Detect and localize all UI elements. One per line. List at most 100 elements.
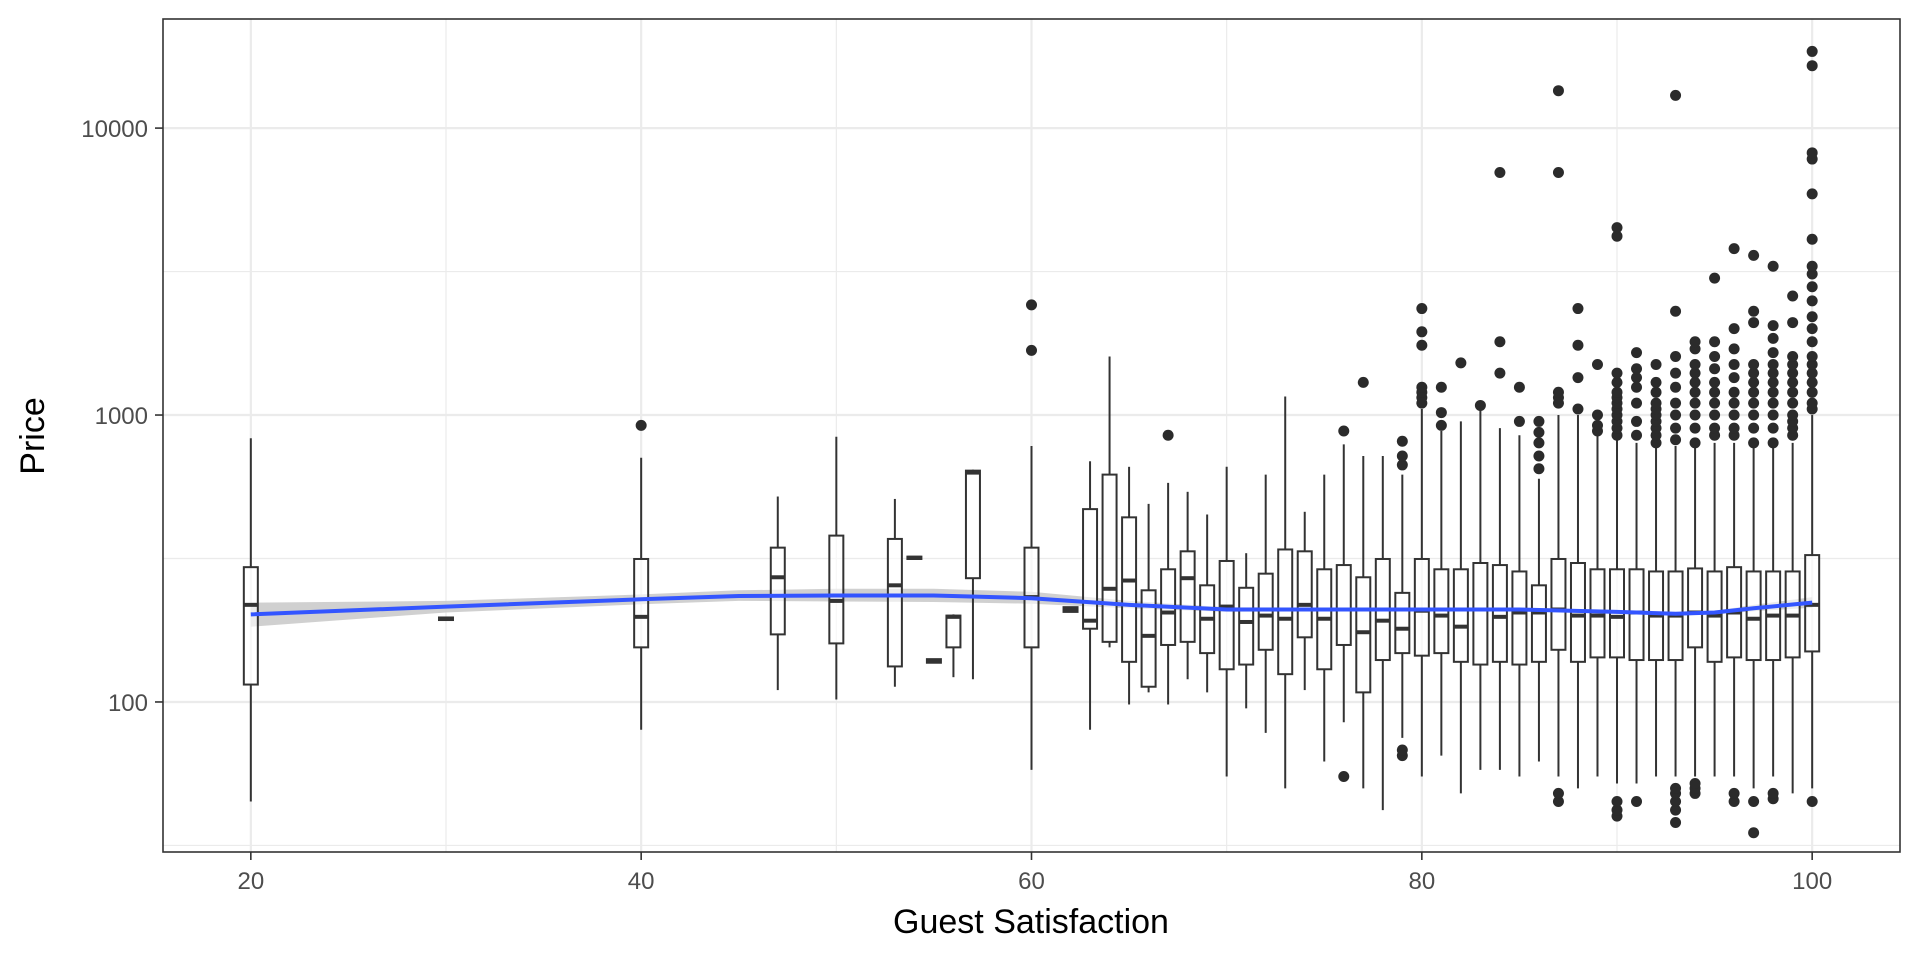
smooth-line-layer — [250, 593, 1813, 617]
outlier-point — [1709, 376, 1721, 388]
outlier-point — [1787, 409, 1799, 421]
box-iqr — [1179, 550, 1196, 643]
outlier-point — [1026, 299, 1037, 311]
box-68 — [1179, 491, 1196, 680]
outlier-point — [1591, 419, 1603, 431]
outlier-point — [1806, 350, 1818, 362]
outlier-point — [1396, 744, 1408, 756]
outlier-point — [1552, 795, 1564, 807]
outlier-point — [1806, 336, 1818, 348]
box-86 — [1530, 415, 1547, 762]
outlier-point — [1767, 347, 1779, 359]
outlier-point — [1338, 770, 1350, 782]
outlier-point — [1767, 260, 1779, 272]
box-iqr — [945, 614, 962, 649]
outlier-point — [1787, 397, 1799, 409]
outlier-point — [1748, 305, 1760, 317]
outlier-point — [1494, 336, 1506, 348]
outlier-point — [1631, 397, 1643, 409]
outlier-point — [1689, 409, 1701, 421]
box-82 — [1452, 357, 1469, 794]
box-97 — [1745, 249, 1762, 839]
outlier-point — [1748, 376, 1760, 388]
box-62 — [1062, 606, 1079, 613]
outlier-point — [1728, 397, 1740, 409]
box-69 — [1199, 514, 1216, 693]
outlier-point — [1689, 386, 1701, 398]
box-95 — [1706, 272, 1723, 777]
outlier-point — [1689, 437, 1701, 449]
outlier-point — [1728, 243, 1740, 255]
box-74 — [1296, 511, 1313, 691]
outlier-point — [1806, 268, 1818, 280]
outlier-point — [1748, 367, 1760, 379]
outlier-point — [1689, 367, 1701, 379]
outlier-point — [1650, 376, 1662, 388]
outlier-point — [1728, 343, 1740, 355]
box-67 — [1160, 429, 1177, 705]
smooth-line — [250, 593, 1813, 617]
box-iqr — [1530, 584, 1547, 663]
x-tick-label: 60 — [1018, 868, 1045, 895]
box-55 — [925, 658, 942, 664]
outlier-point — [1767, 359, 1779, 371]
box-20 — [242, 438, 259, 802]
outlier-point — [1670, 434, 1682, 446]
box-63 — [1082, 461, 1099, 730]
box-iqr — [242, 566, 259, 686]
outlier-point — [1748, 317, 1760, 329]
outlier-point — [1591, 409, 1603, 421]
outlier-point — [1709, 422, 1721, 434]
outlier-point — [1709, 363, 1721, 375]
outlier-point — [1748, 359, 1760, 371]
box-iqr — [1491, 564, 1508, 663]
outlier-point — [1338, 425, 1350, 437]
outlier-point — [1670, 367, 1682, 379]
x-tick-label: 20 — [237, 868, 264, 895]
outlier-point — [1728, 422, 1740, 434]
outlier-point — [1572, 372, 1584, 384]
outlier-point — [1162, 429, 1174, 441]
box-iqr — [769, 546, 786, 636]
outlier-point — [1767, 437, 1779, 449]
outlier-point — [1416, 339, 1428, 351]
outlier-point — [1709, 409, 1721, 421]
box-99 — [1784, 290, 1801, 794]
outlier-point — [1533, 463, 1545, 475]
box-iqr — [1687, 567, 1704, 649]
box-iqr — [633, 557, 650, 649]
outlier-point — [1806, 45, 1818, 57]
outlier-point — [1767, 367, 1779, 379]
outlier-point — [1689, 336, 1701, 348]
box-iqr — [1745, 570, 1762, 662]
axes: 20 40 60 80 100 100 1000 10000 — [81, 116, 1832, 895]
outlier-point — [1670, 804, 1682, 816]
outlier-point — [1748, 397, 1760, 409]
box-57 — [964, 469, 981, 680]
outlier-point — [1767, 376, 1779, 388]
outlier-point — [1611, 222, 1623, 234]
outlier-point — [1533, 415, 1545, 427]
outlier-point — [1767, 320, 1779, 332]
outlier-point — [1748, 827, 1760, 839]
x-tick-label: 100 — [1792, 868, 1832, 895]
outlier-point — [1631, 363, 1643, 375]
box-iqr — [1082, 508, 1099, 630]
outlier-point — [1474, 399, 1486, 411]
outlier-point — [1650, 437, 1662, 449]
outlier-point — [1611, 386, 1623, 398]
box-iqr — [1550, 557, 1567, 651]
box-iqr — [1511, 570, 1528, 666]
box-90 — [1609, 222, 1626, 822]
outlier-point — [1748, 249, 1760, 261]
outlier-point — [1494, 367, 1506, 379]
outlier-point — [1572, 339, 1584, 351]
outlier-point — [1591, 359, 1603, 371]
outlier-point — [1806, 323, 1818, 335]
outlier-point — [1650, 397, 1662, 409]
outlier-point — [1670, 89, 1682, 101]
box-85 — [1511, 381, 1528, 777]
outlier-point — [1631, 372, 1643, 384]
box-iqr — [1101, 473, 1118, 643]
outlier-point — [1728, 409, 1740, 421]
